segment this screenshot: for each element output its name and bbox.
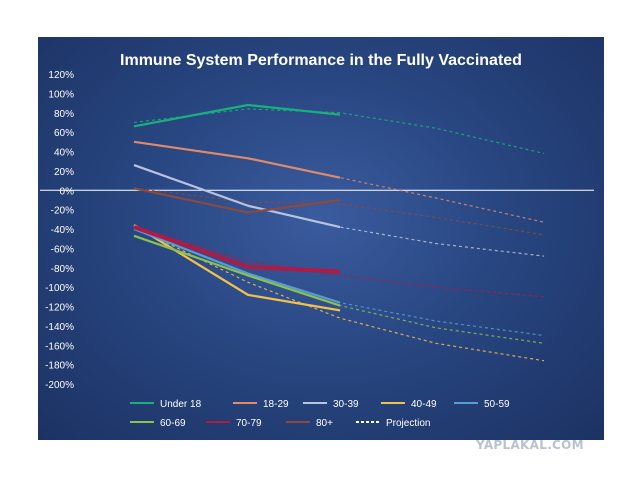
y-tick-label: -20%	[51, 206, 74, 217]
projection-line-30-39	[133, 164, 545, 257]
legend-label: Under 18	[160, 399, 202, 410]
y-tick-label: 80%	[54, 109, 74, 120]
y-tick-label: 60%	[54, 128, 74, 139]
y-tick-label: 0%	[60, 186, 75, 197]
legend-label: 40-49	[411, 399, 437, 410]
projection-line-70-79	[133, 226, 545, 298]
legend-label: 60-69	[160, 418, 186, 429]
legend-label: Projection	[386, 418, 430, 429]
projection-line-50-59	[133, 228, 545, 337]
y-tick-label: -200%	[45, 380, 74, 391]
legend-label: 50-59	[484, 399, 510, 410]
y-tick-label: -120%	[45, 303, 74, 314]
y-tick-label: 20%	[54, 167, 74, 178]
series-line-70-79	[133, 225, 341, 274]
y-tick-label: -60%	[51, 244, 74, 255]
series-line-under-18	[133, 103, 341, 128]
projection-line-18-29	[133, 141, 545, 223]
legend-label: 80+	[316, 418, 333, 429]
legend-label: 70-79	[236, 418, 262, 429]
projection-line-under-18	[133, 108, 545, 155]
y-tick-label: -100%	[45, 283, 74, 294]
chart-svg: Immune System Performance in the Fully V…	[40, 52, 594, 429]
y-tick-label: -140%	[45, 322, 74, 333]
series-line-50-59	[133, 227, 341, 304]
y-tick-label: 40%	[54, 148, 74, 159]
legend-label: 30-39	[333, 399, 359, 410]
watermark: YAPLAKAL.COM	[476, 438, 584, 452]
y-tick-label: 120%	[48, 70, 74, 81]
chart-panel: Immune System Performance in the Fully V…	[38, 37, 604, 440]
y-tick-label: -40%	[51, 225, 74, 236]
y-tick-label: -180%	[45, 361, 74, 372]
series-line-18-29	[133, 140, 341, 179]
y-tick-label: -160%	[45, 341, 74, 352]
y-tick-label: 100%	[48, 89, 74, 100]
legend-label: 18-29	[263, 399, 289, 410]
series-line-30-39	[133, 164, 341, 229]
projection-line-80-	[133, 187, 545, 236]
chart-title: Immune System Performance in the Fully V…	[120, 52, 522, 69]
y-tick-label: -80%	[51, 264, 74, 275]
projection-line-40-49	[133, 226, 545, 362]
